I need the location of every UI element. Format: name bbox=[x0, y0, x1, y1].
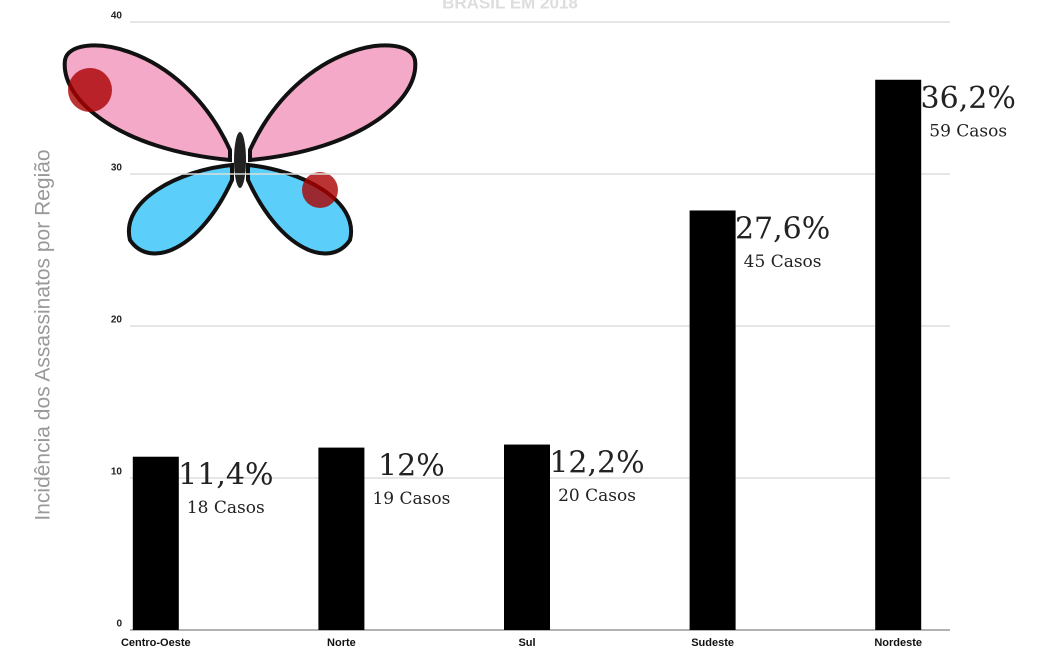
value-label: 12,2% bbox=[549, 446, 644, 481]
y-tick-label: 40 bbox=[111, 11, 123, 22]
case-label: 18 Casos bbox=[187, 498, 265, 518]
value-label: 36,2% bbox=[921, 81, 1016, 116]
y-tick-label: 10 bbox=[111, 467, 123, 478]
bar bbox=[504, 444, 550, 630]
case-label: 45 Casos bbox=[744, 252, 822, 272]
bar bbox=[318, 447, 365, 630]
x-tick-label: Sudeste bbox=[691, 637, 734, 649]
bar bbox=[875, 79, 922, 630]
butterfly-decoration bbox=[62, 43, 418, 256]
y-tick-label: 0 bbox=[116, 619, 122, 630]
case-label: 20 Casos bbox=[558, 486, 636, 506]
x-tick-label: Sul bbox=[518, 637, 535, 649]
x-tick-label: Centro-Oeste bbox=[121, 637, 191, 649]
value-label: 12% bbox=[378, 449, 445, 484]
case-label: 59 Casos bbox=[929, 121, 1007, 141]
value-label: 11,4% bbox=[178, 458, 273, 493]
x-tick-label: Norte bbox=[327, 637, 356, 649]
chart-title: BRASIL EM 2018 bbox=[442, 0, 578, 12]
y-axis-label: Incidência dos Assassinatos por Região bbox=[32, 149, 55, 520]
y-tick-label: 20 bbox=[111, 315, 123, 326]
case-label: 19 Casos bbox=[372, 489, 450, 509]
bar bbox=[689, 210, 736, 631]
y-tick-label: 30 bbox=[111, 163, 123, 174]
bar bbox=[132, 456, 179, 630]
x-tick-label: Nordeste bbox=[874, 637, 922, 649]
value-label: 27,6% bbox=[735, 211, 830, 246]
